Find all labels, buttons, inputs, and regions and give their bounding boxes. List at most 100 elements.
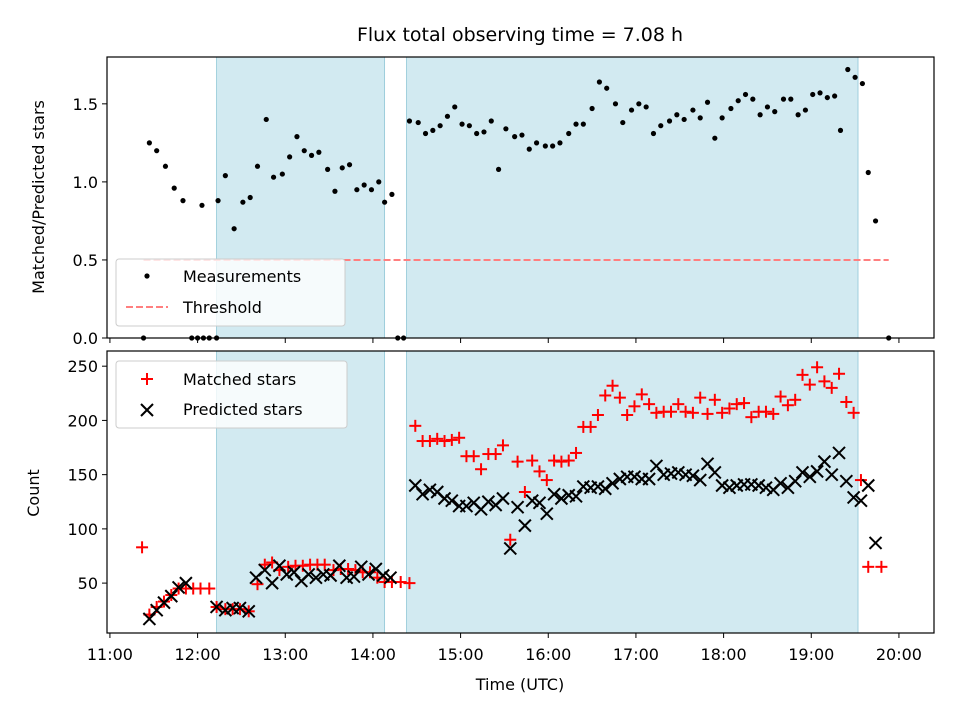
matched-star-point — [723, 402, 736, 415]
matched-star-point — [635, 388, 648, 401]
measurement-point — [422, 130, 429, 137]
predicted-star-point — [218, 603, 233, 617]
predicted-star-point — [265, 576, 279, 590]
measurement-point — [802, 107, 809, 113]
matched-star-point — [840, 395, 853, 408]
matched-star-point — [438, 435, 451, 448]
measurement-point — [704, 99, 711, 105]
predicted-star-point — [642, 472, 656, 486]
matched-star-point — [562, 454, 575, 467]
x-tick-label: 20:00 — [876, 645, 922, 664]
measurement-point — [146, 140, 152, 146]
matched-star-point — [811, 361, 824, 374]
matched-star-point — [767, 407, 780, 420]
predicted-star-point — [591, 479, 605, 494]
matched-star-point — [628, 400, 641, 413]
predicted-star-point — [839, 474, 854, 488]
measurement-point — [712, 135, 718, 141]
measurement-point — [643, 104, 649, 110]
shaded-interval — [406, 350, 859, 634]
measurement-point — [332, 188, 338, 194]
predicted-star-point — [209, 600, 224, 614]
matched-star-point — [774, 390, 787, 403]
predicted-star-point — [854, 493, 868, 508]
measurement-point — [852, 74, 858, 80]
y-tick-label: 250 — [67, 357, 98, 376]
bottom-x-axis: 11:00 12:00 13:00 14:00 15:00 16:00 17:00 18:00… — [87, 633, 922, 664]
measurement-point — [294, 134, 300, 140]
predicted-star-point — [361, 567, 376, 582]
y-tick-label: 1.5 — [73, 95, 98, 114]
measurement-point — [550, 143, 556, 149]
predicted-star-point — [481, 495, 496, 509]
measurement-point — [742, 91, 749, 98]
matched-star-point — [518, 486, 531, 498]
predicted-star-point — [861, 478, 875, 493]
predicted-star-point — [715, 478, 729, 493]
measurement-point — [681, 116, 687, 123]
measurement-point — [674, 112, 680, 118]
matched-star-point — [818, 375, 831, 388]
matched-star-point — [833, 367, 846, 380]
predicted-star-point — [445, 493, 459, 508]
measurement-point — [437, 123, 443, 129]
measurement-point — [533, 140, 540, 146]
legend-threshold-label: Threshold — [182, 298, 262, 317]
measurement-point — [636, 101, 642, 107]
matched-star-point — [606, 379, 619, 392]
measurement-point — [180, 198, 186, 204]
predicted-star-point — [613, 472, 627, 486]
predicted-star-point — [332, 559, 347, 573]
measurement-point — [263, 116, 269, 123]
predicted-star-point — [598, 482, 612, 496]
measurement-point — [215, 198, 221, 204]
matched-star-point — [526, 454, 539, 467]
measurement-point — [389, 191, 395, 197]
matched-star-point — [862, 560, 875, 573]
measurement-point — [837, 127, 844, 133]
predicted-star-point — [868, 536, 883, 550]
measurement-point — [466, 123, 472, 129]
matched-star-point — [342, 563, 355, 576]
predicted-star-point — [751, 478, 766, 493]
measurement-point — [757, 112, 763, 118]
x-tick-label: 16:00 — [525, 645, 571, 664]
legend-matched-marker — [141, 373, 153, 385]
measurement-point — [810, 91, 816, 98]
legend-matched-label: Matched stars — [183, 370, 296, 389]
legend-predicted-marker — [140, 403, 154, 417]
predicted-star-point — [242, 604, 256, 619]
predicted-star-point — [518, 518, 532, 533]
y-tick-label: 0.0 — [73, 329, 98, 348]
predicted-star-point — [759, 480, 773, 495]
matched-star-point — [496, 439, 509, 452]
measurement-point — [580, 121, 586, 127]
measurement-point — [719, 115, 725, 121]
measurement-point — [658, 123, 664, 129]
predicted-star-point — [376, 568, 390, 583]
matched-star-point — [489, 448, 502, 461]
matched-star-point — [738, 397, 751, 410]
measurement-point — [650, 130, 657, 137]
measurement-point — [750, 96, 756, 102]
measurement-point — [612, 101, 619, 107]
x-axis-label: Time (UTC) — [475, 675, 564, 694]
matched-star-point — [825, 381, 838, 394]
measurement-point — [795, 112, 801, 118]
predicted-star-point — [671, 465, 686, 480]
matched-star-point — [803, 378, 816, 391]
matched-star-point — [672, 398, 685, 411]
top-legend: Measurements Threshold — [115, 258, 346, 327]
matched-star-point — [136, 541, 149, 554]
measurement-point — [430, 127, 436, 133]
predicted-star-point — [795, 465, 810, 480]
predicted-star-point — [525, 493, 539, 508]
measurement-point — [604, 85, 610, 91]
matched-star-point — [613, 391, 626, 404]
top-panel: Flux total observing time = 7.08 h 0.00.… — [29, 24, 935, 348]
predicted-star-point — [686, 469, 700, 483]
predicted-star-point — [459, 499, 474, 513]
predicted-star-point — [179, 576, 193, 590]
measurement-point — [728, 105, 734, 112]
